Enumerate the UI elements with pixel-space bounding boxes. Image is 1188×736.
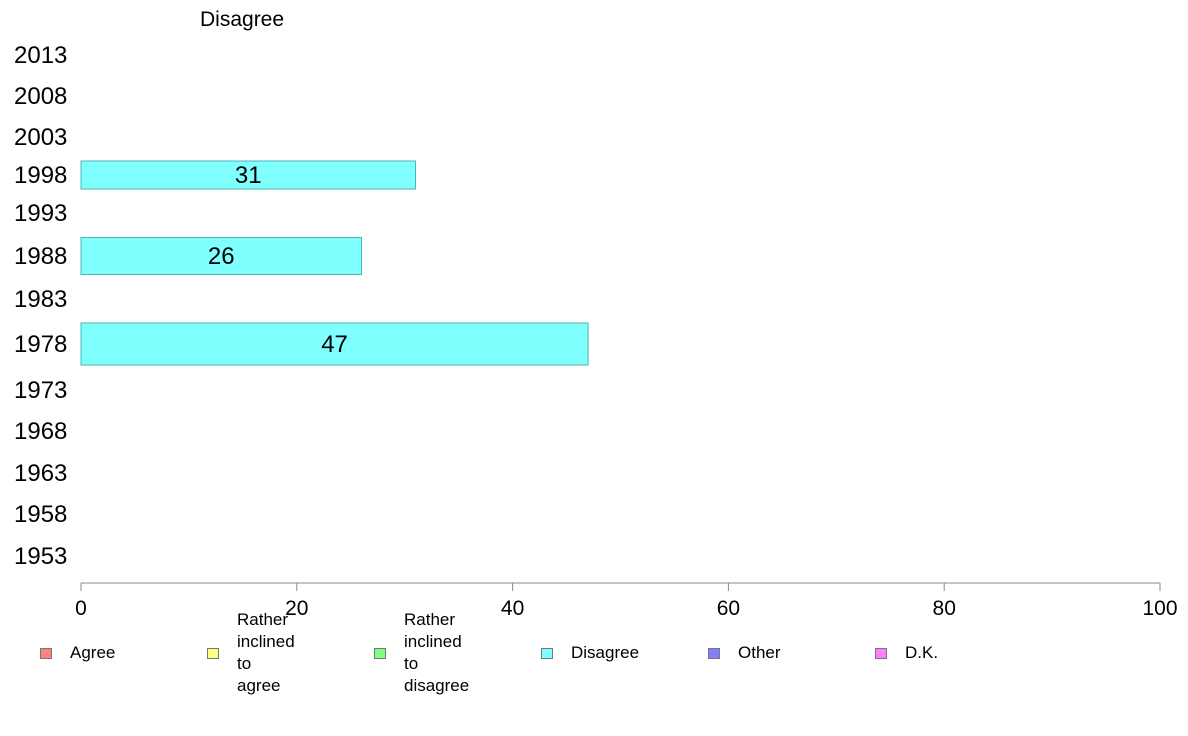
y-tick-label-1973: 1973	[14, 377, 67, 404]
legend-label-dk: D.K.	[905, 643, 939, 662]
data-label-1978: 47	[321, 331, 348, 358]
legend-label-rather-agree: Rather inclined to agree	[237, 610, 295, 695]
y-tick-label-1988: 1988	[14, 243, 67, 270]
legend-label-agree: Agree	[70, 643, 116, 662]
y-tick-label-1953: 1953	[14, 543, 67, 570]
y-tick-label-2008: 2008	[14, 83, 67, 110]
y-tick-label-2003: 2003	[14, 124, 67, 151]
bar-1988	[80, 237, 363, 275]
x-tick-label-60: 60	[717, 597, 740, 620]
legend-swatch-dk	[875, 648, 887, 659]
legend-swatch-rather-agree	[207, 648, 219, 659]
y-tick-label-1978: 1978	[14, 331, 67, 358]
y-tick-label-1983: 1983	[14, 286, 67, 313]
x-tick-label-40: 40	[501, 597, 524, 620]
x-tick-label-0: 0	[75, 597, 87, 620]
y-tick-label-1968: 1968	[14, 418, 67, 445]
y-tick-label-1958: 1958	[14, 501, 67, 528]
y-tick-label-1963: 1963	[14, 460, 67, 487]
legend-swatch-agree	[40, 648, 52, 659]
legend: Agree Rather inclined to agree Rather in…	[0, 610, 1188, 695]
legend-label-other: Other	[738, 643, 781, 662]
x-tick-label-20: 20	[285, 597, 308, 620]
bar-1978	[80, 322, 589, 366]
data-label-1988: 26	[208, 243, 235, 270]
legend-swatch-disagree	[541, 648, 553, 659]
bar-1998	[80, 160, 416, 190]
data-label-1998: 31	[235, 162, 262, 189]
y-tick-label-1998: 1998	[14, 162, 67, 189]
x-tick-label-100: 100	[1142, 597, 1177, 620]
chart-plot: 2013 2008 2003 1998 31 1993 1988 26 1983 1978 47 19…	[14, 42, 1178, 620]
y-tick-label-2013: 2013	[14, 42, 67, 69]
legend-swatch-other	[708, 648, 720, 659]
legend-swatch-rather-disagree	[374, 648, 386, 659]
legend-label-rather-disagree: Rather inclined to disagree	[404, 610, 470, 695]
y-tick-label-1993: 1993	[14, 200, 67, 227]
x-tick-label-80: 80	[933, 597, 956, 620]
chart-title: Disagree	[200, 8, 285, 31]
legend-label-disagree: Disagree	[571, 643, 640, 662]
